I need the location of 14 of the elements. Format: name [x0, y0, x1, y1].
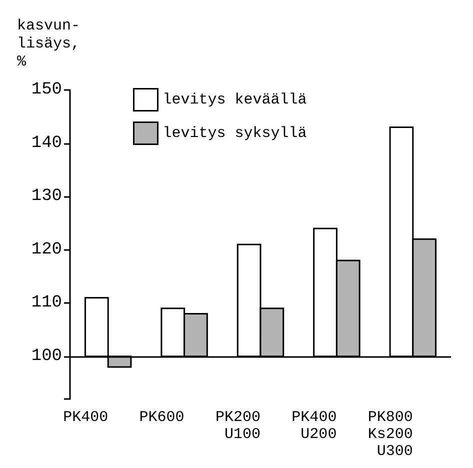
y-axis-title: kasvun- lisäys, %: [17, 18, 80, 70]
y-tick-label: 120: [31, 240, 62, 260]
y-tick-label: 140: [31, 134, 62, 153]
x-tick-label: PK200 U100: [215, 409, 260, 443]
legend-label: levitys syksyllä: [162, 124, 307, 142]
y-tick-label: 110: [31, 294, 62, 313]
legend-label: levitys keväällä: [162, 91, 307, 108]
x-tick-label: PK400: [63, 409, 108, 426]
y-tick-label: 130: [31, 187, 62, 206]
y-tick-label: 100: [31, 346, 62, 366]
x-tick-label: PK800 Ks200 U300: [368, 409, 413, 460]
x-tick-label: PK400 U200: [292, 409, 337, 443]
x-tick-label: PK600: [139, 409, 184, 426]
y-tick-label: 150: [31, 80, 62, 100]
